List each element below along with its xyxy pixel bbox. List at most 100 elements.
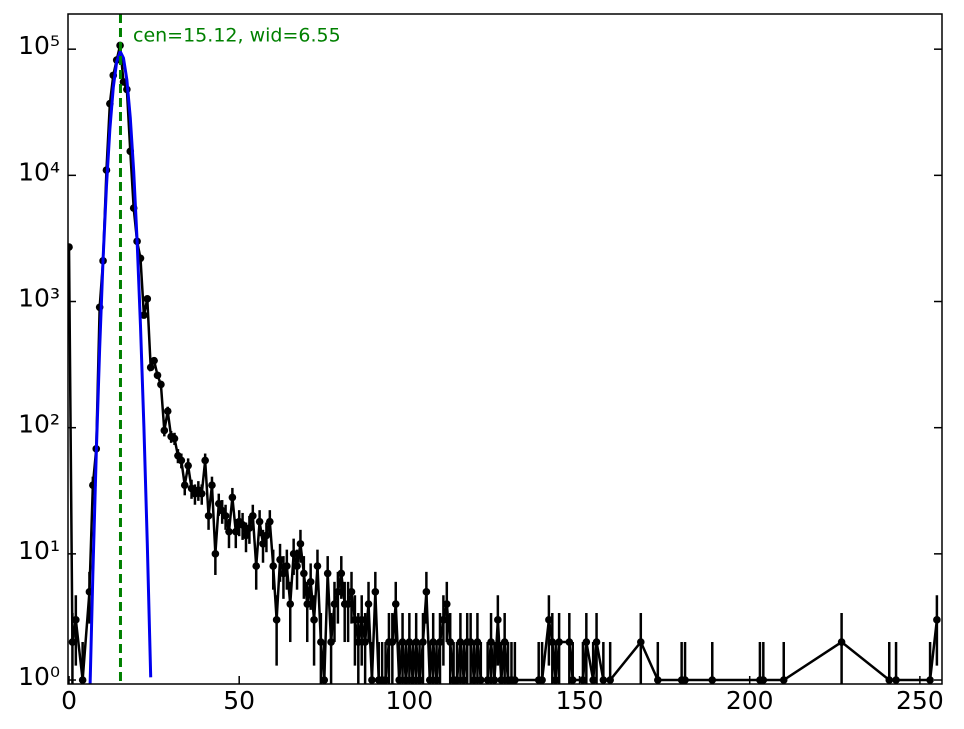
data-point: [252, 562, 261, 570]
fit-curve: [88, 50, 153, 684]
y-tick-label: 10¹: [18, 536, 60, 565]
data-point: [266, 517, 274, 526]
data-point: [180, 481, 189, 490]
data-point: [320, 676, 329, 684]
data-point: [466, 638, 475, 646]
data-point: [249, 512, 257, 520]
data-point: [211, 550, 220, 558]
data-point: [78, 676, 87, 684]
data-point: [238, 520, 247, 529]
data-point: [422, 588, 431, 596]
data-point: [892, 676, 900, 684]
data-point: [654, 676, 662, 684]
y-tick-label: 10⁵: [18, 31, 60, 60]
data-point: [225, 527, 233, 536]
data-point: [296, 540, 305, 548]
x-tick-label: 150: [556, 686, 604, 715]
data-point: [140, 311, 148, 319]
data-point: [606, 676, 614, 684]
data-point: [381, 676, 390, 684]
data-point: [262, 531, 271, 540]
data-point: [483, 676, 492, 684]
data-point: [494, 616, 502, 624]
data-point: [177, 456, 186, 465]
data-point: [456, 638, 465, 646]
y-tick-label: 10³: [18, 284, 60, 313]
data-point: [538, 676, 546, 684]
data-point: [636, 638, 645, 646]
x-tick-label: 0: [61, 686, 77, 715]
data-point: [453, 676, 461, 684]
data-point: [759, 676, 768, 684]
plot-frame: [67, 13, 943, 685]
data-point: [368, 676, 376, 684]
data-point: [160, 426, 169, 435]
data-point: [317, 638, 325, 646]
data-point: [398, 638, 407, 646]
data-point: [357, 616, 366, 624]
data-point: [551, 676, 560, 684]
data-point: [323, 569, 332, 578]
data-point: [460, 676, 468, 684]
data-point: [545, 616, 553, 624]
y-tick-label: 10⁰: [18, 662, 60, 691]
data-point: [582, 638, 591, 646]
data-point: [279, 569, 288, 578]
data-point: [470, 676, 478, 684]
data-point: [313, 562, 322, 570]
data-point: [500, 638, 509, 646]
data-point: [446, 638, 455, 646]
data-point: [269, 562, 278, 570]
data-point: [228, 493, 237, 502]
data-point: [347, 588, 356, 596]
data-point: [330, 600, 339, 608]
data-point: [579, 676, 587, 684]
data-point: [425, 676, 434, 684]
y-tick-label: 10²: [18, 410, 60, 439]
data-point: [443, 600, 451, 608]
data-point: [477, 676, 485, 684]
data-point: [208, 481, 216, 490]
data-point: [589, 676, 597, 684]
data-point: [150, 356, 158, 365]
data-point: [681, 676, 689, 684]
data-point: [68, 243, 73, 251]
data-point: [170, 434, 179, 443]
data-point: [405, 638, 414, 646]
data-point: [592, 638, 601, 646]
data-point: [204, 512, 213, 520]
data-point: [837, 638, 846, 646]
x-tick-label: 50: [223, 686, 255, 715]
x-tick-label: 250: [896, 686, 944, 715]
data-point: [419, 638, 427, 646]
data-point: [487, 638, 495, 646]
data-point: [565, 638, 574, 646]
data-point: [153, 371, 162, 380]
data-point: [306, 578, 315, 586]
data-line: [68, 45, 939, 682]
data-point: [415, 676, 424, 684]
data-point: [432, 676, 441, 684]
data-point: [344, 600, 352, 608]
data-point: [245, 524, 254, 532]
data-point: [351, 616, 359, 624]
data-point: [283, 562, 291, 570]
data-point: [395, 676, 403, 684]
data-point: [272, 616, 281, 624]
data-point: [303, 600, 312, 608]
data-point: [286, 600, 295, 608]
data-point: [201, 456, 209, 465]
data-point: [242, 531, 250, 540]
data-point: [708, 676, 717, 684]
y-tick-label: 10⁴: [18, 157, 60, 186]
data-point: [334, 588, 342, 596]
data-point: [490, 676, 499, 684]
data-point: [555, 638, 563, 646]
data-point: [289, 550, 298, 558]
data-point: [885, 676, 894, 684]
data-point: [146, 363, 155, 372]
data-point: [327, 638, 335, 646]
data-point: [548, 638, 557, 646]
data-point: [68, 638, 77, 646]
data-point: [408, 676, 417, 684]
